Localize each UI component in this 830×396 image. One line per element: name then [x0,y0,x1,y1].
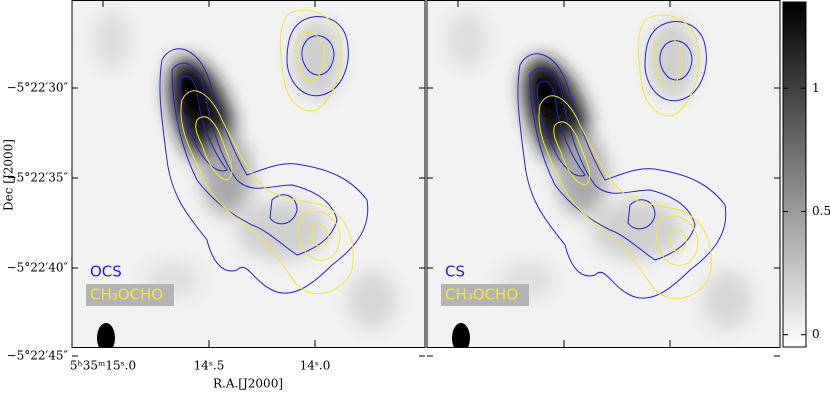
y-tick-label: −5°22′45″ [7,349,69,363]
panel-right [427,0,780,347]
panel-label: CH₃OCHO [445,286,518,304]
colorbar-tick-label: 0.5 [812,204,830,218]
beam [452,323,470,347]
x-tick-label: 14ˢ.0 [300,359,331,373]
colorbar [782,1,807,348]
y-tick-label: −5°22′40″ [7,261,69,275]
colorbar-tick-label: 0 [812,327,820,341]
panel-label: CH₃OCHO [90,286,163,304]
y-tick-label: −5°22′30″ [7,81,69,95]
panel-label: CS [445,263,465,281]
label-bg [441,284,529,306]
panel-label: OCS [90,263,122,281]
x-axis-title: R.A.[J2000] [213,377,283,391]
x-tick-label: 14ˢ.5 [194,359,225,373]
beam [97,323,115,347]
x-tick-label: 5ʰ35ᵐ15ˢ.0 [70,359,136,373]
colorbar-tick-label: 1 [812,81,820,95]
y-tick-label: −5°22′35″ [7,171,69,185]
label-bg [86,284,174,306]
frame [426,0,781,348]
panel-left [72,0,425,347]
frame [71,0,426,348]
y-axis-title: Dec [J2000] [2,139,16,211]
